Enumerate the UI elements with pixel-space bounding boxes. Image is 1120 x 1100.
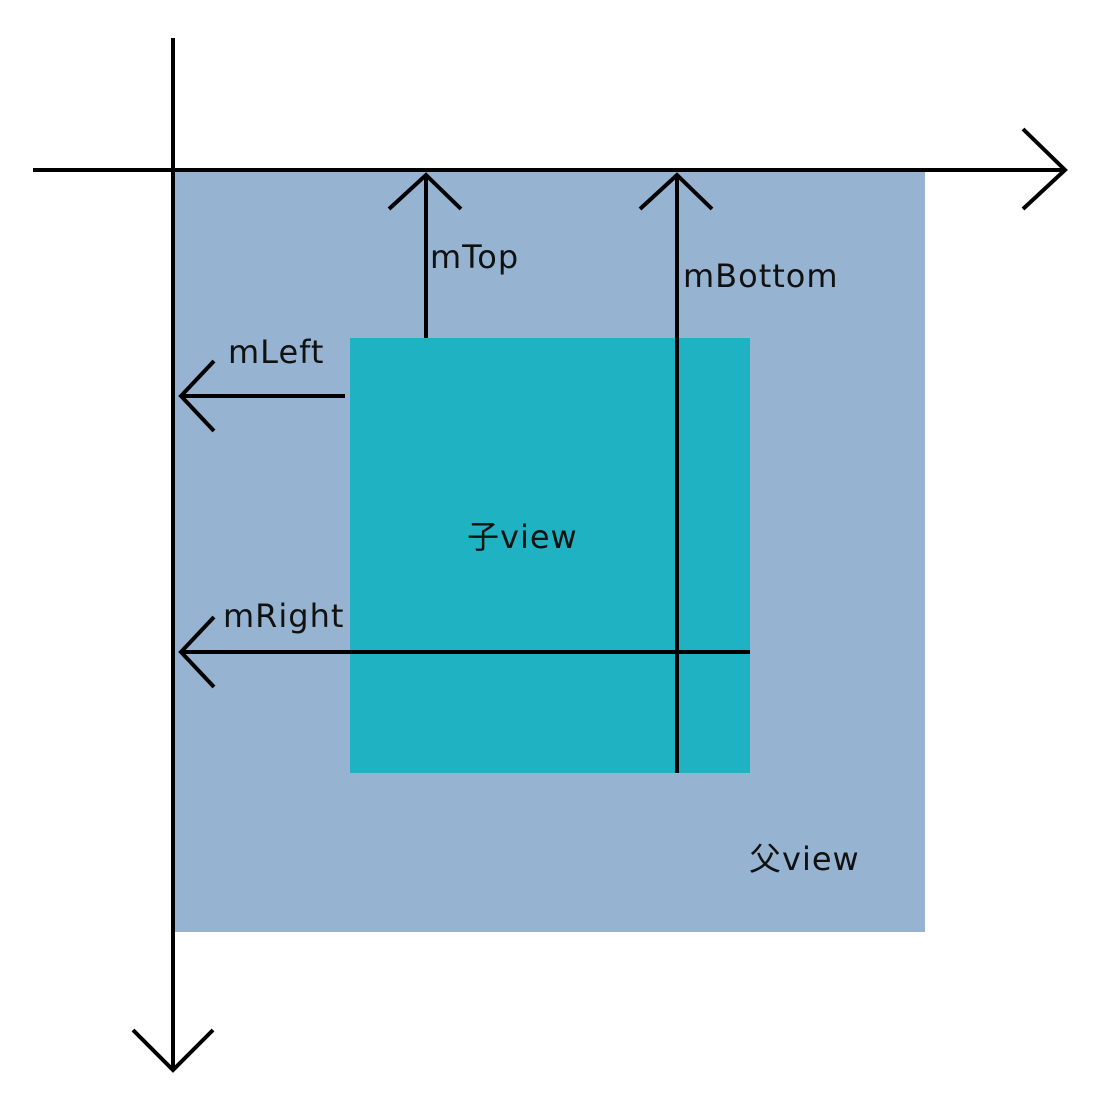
m-right-arrow	[178, 615, 750, 689]
y-axis	[131, 38, 215, 1073]
m-bottom-arrow	[638, 172, 714, 773]
parent-view-label: 父view	[749, 840, 860, 878]
child-view-label: 子view	[467, 518, 578, 556]
m-bottom-arrowhead-icon	[638, 172, 714, 211]
x-axis-arrowhead-icon	[1021, 127, 1068, 211]
m-top-label: mTop	[430, 238, 519, 276]
m-left-label: mLeft	[228, 333, 324, 371]
y-axis-arrowhead-icon	[131, 1028, 215, 1073]
child-view-rect	[350, 338, 750, 773]
m-top-arrow	[387, 172, 463, 338]
m-bottom-label: mBottom	[683, 257, 839, 295]
m-left-arrowhead-icon	[178, 359, 216, 433]
m-right-label: mRight	[223, 597, 344, 635]
m-left-arrow	[178, 359, 345, 433]
m-top-arrowhead-icon	[387, 172, 463, 211]
x-axis	[33, 127, 1068, 211]
m-right-arrowhead-icon	[178, 615, 216, 689]
